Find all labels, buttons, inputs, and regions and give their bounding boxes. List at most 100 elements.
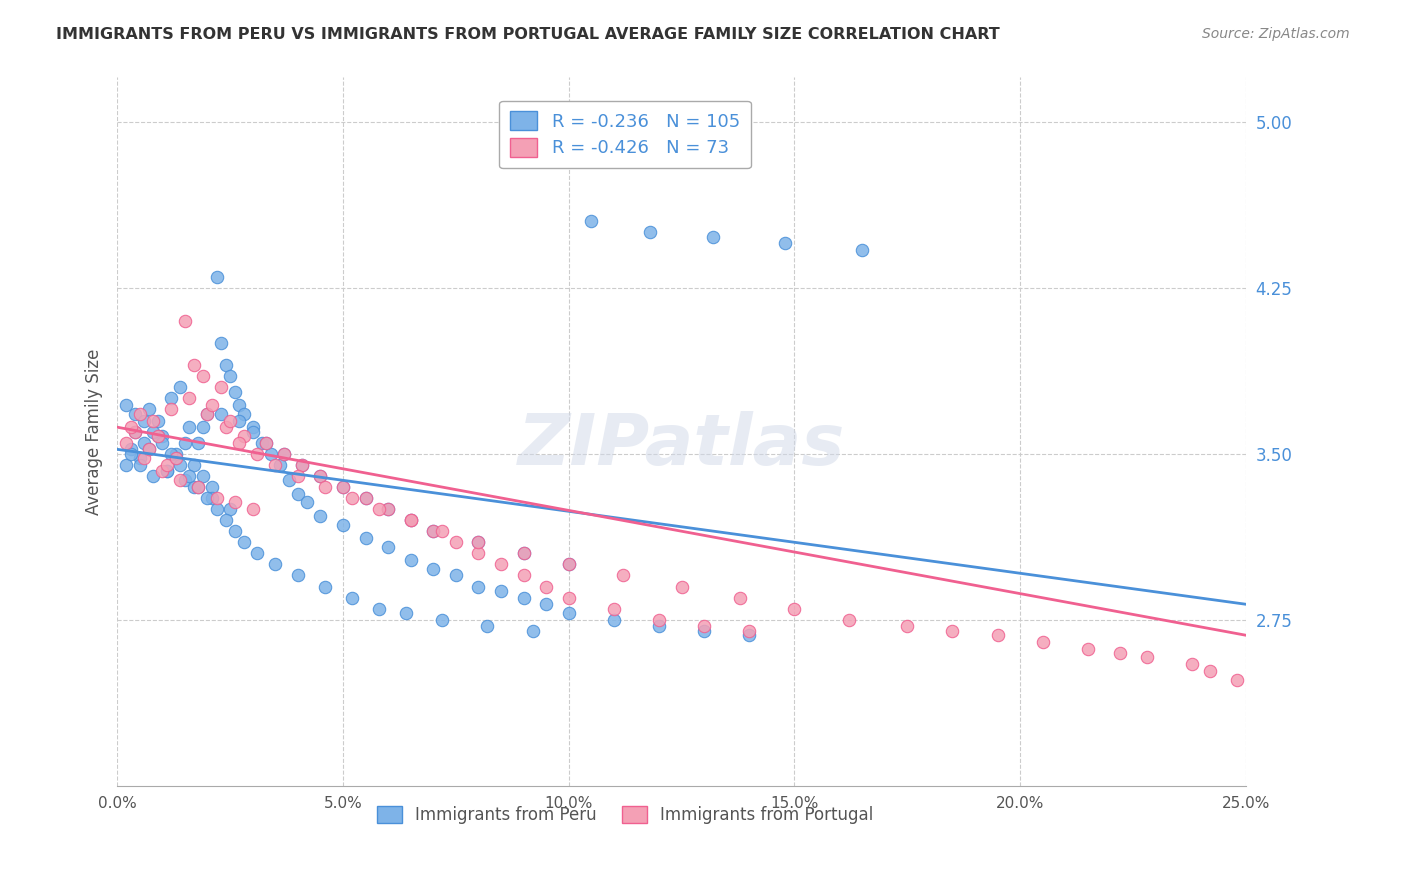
- Text: Source: ZipAtlas.com: Source: ZipAtlas.com: [1202, 27, 1350, 41]
- Point: [377, 502, 399, 516]
- Point: [395, 606, 418, 620]
- Point: [242, 502, 264, 516]
- Point: [1077, 641, 1099, 656]
- Point: [191, 369, 214, 384]
- Point: [142, 425, 165, 439]
- Point: [896, 619, 918, 633]
- Point: [693, 624, 716, 638]
- Point: [730, 591, 752, 605]
- Point: [156, 465, 179, 479]
- Point: [432, 524, 454, 539]
- Point: [340, 591, 363, 605]
- Point: [254, 435, 277, 450]
- Point: [489, 558, 512, 572]
- Point: [287, 469, 309, 483]
- Point: [291, 458, 314, 472]
- Point: [557, 558, 579, 572]
- Point: [224, 495, 246, 509]
- Point: [557, 558, 579, 572]
- Point: [309, 508, 332, 523]
- Point: [1136, 650, 1159, 665]
- Point: [128, 451, 150, 466]
- Point: [1226, 673, 1249, 687]
- Point: [138, 442, 160, 457]
- Point: [332, 480, 354, 494]
- Point: [557, 606, 579, 620]
- Point: [232, 429, 254, 443]
- Point: [205, 502, 228, 516]
- Point: [165, 447, 187, 461]
- Point: [309, 469, 332, 483]
- Point: [1198, 664, 1220, 678]
- Point: [179, 420, 201, 434]
- Point: [169, 473, 191, 487]
- Point: [124, 407, 146, 421]
- Point: [260, 447, 283, 461]
- Point: [242, 420, 264, 434]
- Point: [201, 398, 224, 412]
- Point: [254, 435, 277, 450]
- Point: [264, 558, 287, 572]
- Point: [156, 465, 179, 479]
- Point: [179, 469, 201, 483]
- Point: [156, 458, 179, 472]
- Point: [512, 591, 534, 605]
- Point: [169, 380, 191, 394]
- Point: [146, 429, 169, 443]
- Point: [197, 491, 219, 505]
- Point: [648, 613, 671, 627]
- Point: [115, 435, 138, 450]
- Point: [169, 458, 191, 472]
- Point: [432, 613, 454, 627]
- Point: [399, 513, 422, 527]
- Text: ZIPatlas: ZIPatlas: [517, 411, 845, 480]
- Point: [174, 314, 197, 328]
- Point: [738, 624, 761, 638]
- Point: [354, 531, 377, 545]
- Point: [612, 568, 634, 582]
- Point: [209, 407, 232, 421]
- Point: [467, 546, 489, 560]
- Point: [228, 435, 250, 450]
- Point: [115, 458, 138, 472]
- Point: [242, 425, 264, 439]
- Point: [368, 502, 391, 516]
- Point: [534, 580, 557, 594]
- Point: [603, 613, 626, 627]
- Point: [332, 517, 354, 532]
- Point: [1108, 646, 1130, 660]
- Point: [201, 491, 224, 505]
- Point: [477, 619, 499, 633]
- Point: [219, 413, 242, 427]
- Point: [134, 413, 156, 427]
- Point: [557, 591, 579, 605]
- Point: [702, 229, 724, 244]
- Point: [224, 384, 246, 399]
- Point: [354, 491, 377, 505]
- Point: [467, 580, 489, 594]
- Point: [214, 513, 236, 527]
- Point: [340, 491, 363, 505]
- Point: [219, 369, 242, 384]
- Point: [150, 465, 173, 479]
- Point: [783, 601, 806, 615]
- Point: [150, 435, 173, 450]
- Point: [120, 447, 142, 461]
- Point: [124, 425, 146, 439]
- Point: [273, 447, 295, 461]
- Point: [115, 398, 138, 412]
- Point: [183, 458, 205, 472]
- Point: [467, 535, 489, 549]
- Point: [219, 502, 242, 516]
- Point: [246, 447, 269, 461]
- Point: [187, 480, 209, 494]
- Point: [205, 491, 228, 505]
- Point: [489, 584, 512, 599]
- Point: [291, 458, 314, 472]
- Point: [250, 435, 273, 450]
- Point: [128, 407, 150, 421]
- Point: [232, 407, 254, 421]
- Point: [444, 568, 467, 582]
- Legend: Immigrants from Peru, Immigrants from Portugal: Immigrants from Peru, Immigrants from Po…: [367, 796, 883, 834]
- Point: [124, 425, 146, 439]
